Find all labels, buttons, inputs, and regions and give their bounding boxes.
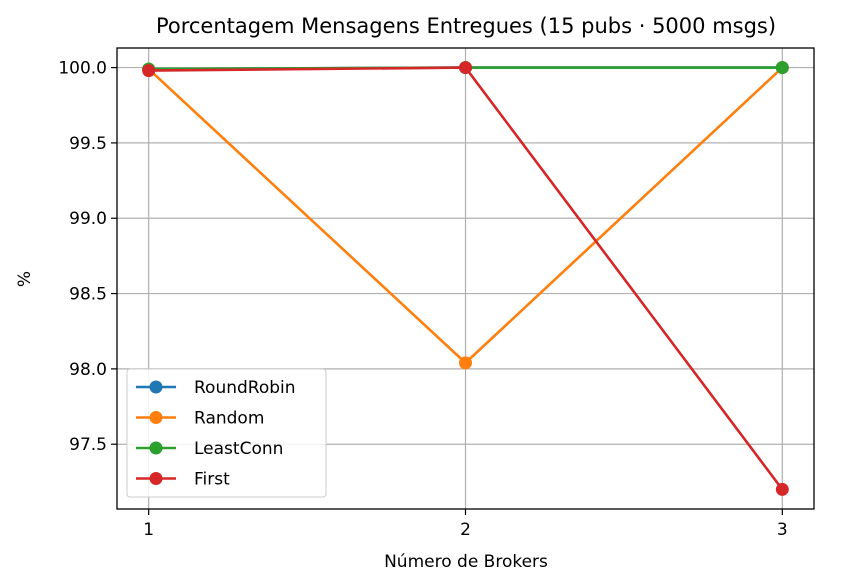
data-point-first: [142, 64, 156, 78]
data-point-first: [775, 482, 789, 496]
series-lines: [142, 61, 789, 496]
legend-swatch-marker: [149, 380, 163, 394]
y-tick-label: 99.0: [69, 209, 107, 229]
legend-entry-leastconn: LeastConn: [136, 439, 283, 459]
chart-title: Porcentagem Mensagens Entregues (15 pubs…: [156, 14, 776, 38]
x-tick-label: 1: [143, 520, 154, 540]
legend-swatch-marker: [149, 472, 163, 485]
y-tick-label: 97.5: [69, 435, 107, 455]
legend-box: [126, 368, 327, 498]
legend-entry-roundrobin: RoundRobin: [136, 378, 296, 398]
y-tick-label: 100.0: [58, 59, 107, 79]
data-point-random: [459, 356, 472, 370]
y-tick-label: 98.5: [69, 285, 107, 305]
y-tick-label: 99.5: [69, 134, 107, 154]
legend-label: Random: [194, 409, 264, 429]
x-axis-ticks: 1 2 3: [143, 509, 788, 540]
legend-label: RoundRobin: [194, 378, 296, 398]
legend-label: First: [194, 470, 230, 490]
legend: RoundRobin Random LeastConn First: [126, 368, 327, 498]
legend-label: LeastConn: [194, 439, 283, 459]
y-tick-label: 98.0: [69, 360, 107, 380]
y-axis-ticks: 97.5 98.0 98.5 99.0 99.5 100.0: [58, 59, 117, 455]
legend-entry-random: Random: [136, 409, 264, 429]
legend-swatch-marker: [149, 441, 163, 455]
series-first: [142, 61, 789, 496]
legend-swatch-marker: [149, 411, 163, 424]
data-point-first: [459, 61, 472, 75]
x-tick-label: 2: [460, 520, 471, 540]
x-tick-label: 3: [777, 520, 788, 540]
legend-entry-first: First: [136, 470, 230, 490]
y-axis-label: %: [15, 271, 35, 287]
data-point-leastconn: [775, 61, 789, 75]
x-axis-label: Número de Brokers: [384, 552, 548, 572]
